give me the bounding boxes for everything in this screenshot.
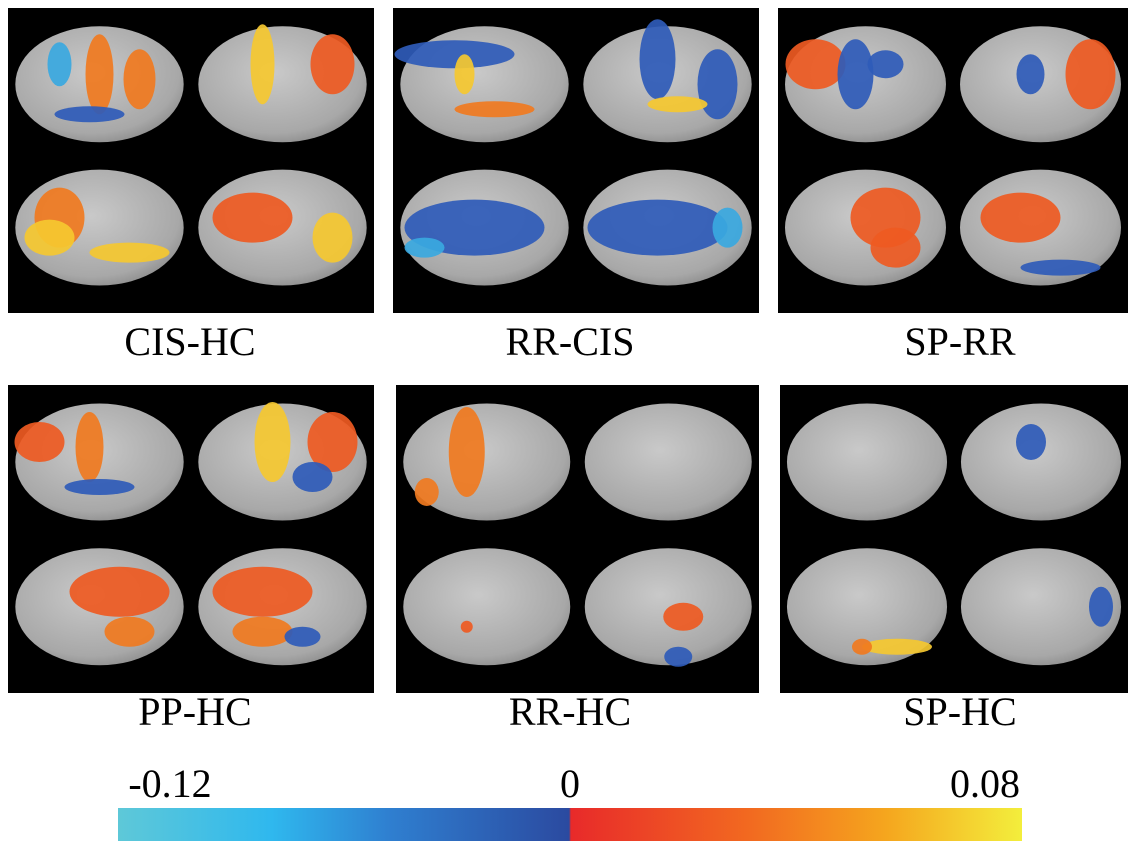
activation-patch (587, 199, 728, 256)
activation-patch (1089, 586, 1113, 627)
activation-patch (712, 207, 743, 248)
activation-patch (448, 407, 485, 497)
activation-patch (1020, 259, 1101, 276)
activation-patch (310, 34, 355, 95)
activation-patch (414, 478, 439, 506)
activation-patch (212, 566, 313, 617)
activation-patch (1065, 39, 1116, 110)
activation-patch (460, 620, 473, 633)
panel-label: SP-RR (904, 319, 1015, 364)
brain-surface (584, 403, 752, 521)
panel-label: RR-HC (509, 689, 631, 734)
activation-patch (867, 50, 904, 79)
panels: CIS-HC RR-CIS SP-RR PP-HC RR-HC SP-HC (8, 8, 1128, 734)
activation-patch (980, 192, 1061, 243)
brain-surface (960, 548, 1122, 666)
activation-patch (24, 219, 75, 256)
brain-surface (584, 548, 752, 666)
activation-patch (663, 602, 704, 631)
activation-patch (64, 479, 135, 495)
activation-patch (647, 96, 708, 113)
activation-patch (312, 212, 353, 263)
activation-patch (292, 462, 333, 492)
activation-patch (1016, 424, 1046, 460)
panel (780, 385, 1128, 693)
activation-patch (54, 106, 125, 123)
activation-patch (664, 646, 693, 667)
activation-patch (250, 24, 275, 105)
panel-label: RR-CIS (506, 319, 635, 364)
activation-patch (1016, 54, 1045, 95)
activation-patch (307, 412, 358, 472)
activation-patch (47, 42, 72, 87)
activation-patch (862, 638, 932, 655)
activation-patch (85, 34, 114, 115)
activation-patch (639, 19, 676, 100)
activation-patch (89, 242, 170, 263)
colorbar-max-label: 0.08 (950, 761, 1020, 806)
activation-patch (870, 227, 921, 268)
panel-label: CIS-HC (124, 319, 255, 364)
activation-patch (852, 638, 872, 655)
activation-patch (254, 402, 291, 482)
activation-patch (454, 54, 475, 95)
panel-label: SP-HC (903, 689, 1016, 734)
panel (8, 8, 374, 313)
colorbar-mid-label: 0 (560, 761, 580, 806)
panel-label: PP-HC (138, 689, 251, 734)
activation-patch (697, 49, 738, 120)
activation-patch (785, 39, 846, 90)
activation-patch (69, 566, 170, 617)
brain-surface (403, 548, 571, 666)
panel (778, 8, 1128, 313)
brain-surface (960, 403, 1122, 521)
panel (8, 385, 374, 693)
panel (393, 8, 759, 313)
activation-patch (394, 40, 515, 69)
activation-patch (284, 626, 321, 647)
activation-patch (212, 192, 293, 243)
colorbar (118, 808, 1022, 841)
brain-surface (786, 548, 948, 666)
activation-patch (123, 49, 156, 110)
colorbar-min-label: -0.12 (128, 761, 211, 806)
panel (396, 385, 759, 693)
brain-surface (403, 403, 571, 521)
activation-patch (14, 422, 65, 462)
brain-surface (786, 403, 948, 521)
activation-patch (837, 39, 874, 110)
activation-patch (75, 412, 104, 482)
activation-patch (404, 237, 445, 258)
activation-patch (104, 616, 155, 647)
activation-patch (232, 616, 293, 647)
activation-patch (454, 101, 535, 118)
